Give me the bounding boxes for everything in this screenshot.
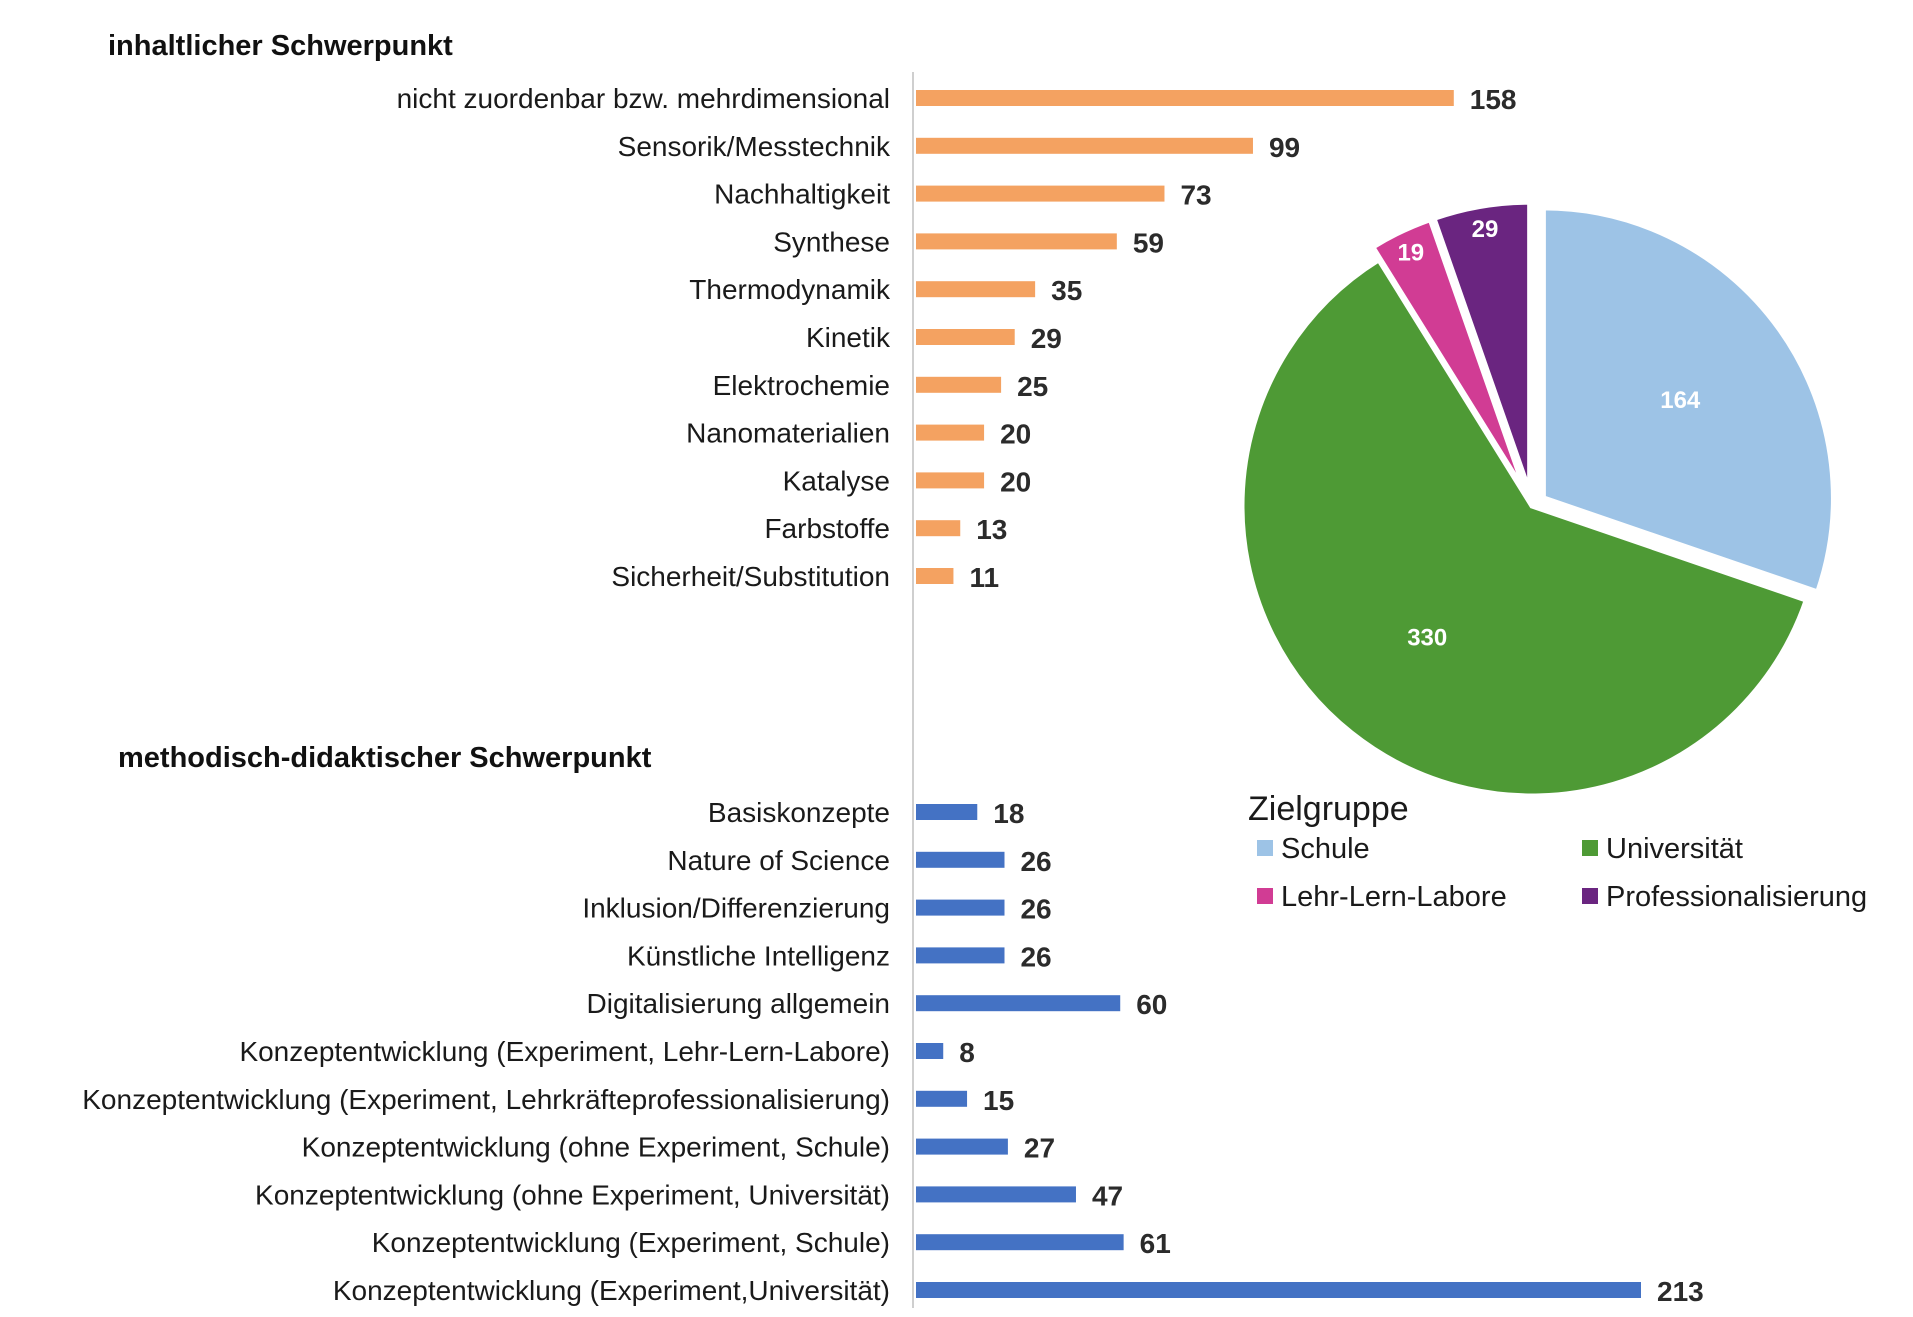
method-focus-category-label: Konzeptentwicklung (Experiment, Lehrkräf… — [82, 1084, 890, 1115]
method-focus-value-label: 47 — [1092, 1180, 1123, 1211]
content-focus-value-label: 11 — [969, 562, 999, 593]
method-focus-bar — [916, 947, 1005, 964]
legend-swatch — [1582, 840, 1598, 856]
method-focus-bar — [916, 1234, 1124, 1251]
target-group-pie: 164 330 19 29 — [1239, 199, 1836, 799]
method-focus-value-label: 15 — [983, 1085, 1014, 1116]
content-focus-value-label: 20 — [1000, 419, 1031, 450]
legend-title: Zielgruppe — [1248, 790, 1409, 828]
content-focus-value-label: 20 — [1000, 466, 1031, 497]
method-focus-category-label: Basiskonzepte — [708, 797, 890, 828]
method-focus-bar — [916, 851, 1005, 868]
content-focus-title: inhaltlicher Schwerpunkt — [108, 30, 453, 62]
method-focus-bars: Basiskonzepte 18 Nature of Science 26 Inklus… — [82, 797, 1703, 1307]
content-focus-value-label: 13 — [976, 514, 1007, 545]
content-focus-value-label: 158 — [1470, 84, 1517, 115]
pie-slice-value-label: 19 — [1397, 240, 1424, 267]
legend-swatch — [1582, 888, 1598, 904]
content-focus-bar — [916, 424, 985, 441]
method-focus-bar — [916, 899, 1005, 916]
method-focus-category-label: Digitalisierung allgemein — [587, 988, 891, 1019]
method-focus-bar — [916, 995, 1121, 1012]
method-focus-bar — [916, 1186, 1076, 1203]
content-focus-category-label: nicht zuordenbar bzw. mehrdimensional — [397, 83, 890, 114]
method-focus-value-label: 26 — [1020, 846, 1051, 877]
method-focus-category-label: Konzeptentwicklung (Experiment, Schule) — [372, 1227, 890, 1258]
pie-legend: Schule Universität Lehr-Lern-Labore Profess… — [1257, 833, 1867, 913]
method-focus-category-label: Inklusion/Differenzierung — [582, 893, 890, 924]
content-focus-bar — [916, 568, 954, 584]
method-focus-title: methodisch-didaktischer Schwerpunkt — [118, 742, 652, 774]
content-focus-bar — [916, 233, 1117, 250]
method-focus-bar — [916, 1043, 944, 1059]
pie-slice — [1430, 199, 1533, 494]
pie-slice-value-label: 330 — [1407, 625, 1447, 652]
content-focus-bar — [916, 90, 1454, 106]
content-focus-value-label: 73 — [1180, 180, 1211, 211]
content-focus-category-label: Nanomaterialien — [686, 418, 890, 449]
content-focus-value-label: 35 — [1051, 275, 1082, 306]
content-focus-category-label: Thermodynamik — [689, 274, 891, 305]
method-focus-bar — [916, 1282, 1641, 1298]
pie-slice — [1369, 216, 1529, 495]
method-focus-value-label: 213 — [1657, 1276, 1704, 1307]
content-focus-category-label: Katalyse — [783, 465, 890, 496]
method-focus-value-label: 18 — [993, 798, 1024, 829]
method-focus-category-label: Nature of Science — [667, 845, 890, 876]
method-focus-bar — [916, 1138, 1008, 1155]
pie-slice — [1540, 205, 1836, 596]
content-focus-category-label: Sensorik/Messtechnik — [618, 131, 891, 162]
content-focus-bar — [916, 281, 1036, 298]
content-focus-value-label: 99 — [1269, 132, 1300, 163]
content-focus-value-label: 59 — [1133, 227, 1164, 258]
content-focus-value-label: 25 — [1017, 371, 1048, 402]
method-focus-value-label: 27 — [1024, 1133, 1055, 1164]
method-focus-category-label: Konzeptentwicklung (ohne Experiment, Sch… — [302, 1132, 890, 1163]
method-focus-category-label: Künstliche Intelligenz — [627, 940, 890, 971]
content-focus-bar — [916, 185, 1165, 202]
legend-label: Universität — [1606, 833, 1743, 865]
content-focus-bar — [916, 520, 961, 537]
legend-swatch — [1257, 840, 1273, 856]
method-focus-value-label: 26 — [1020, 894, 1051, 925]
method-focus-category-label: Konzeptentwicklung (Experiment, Lehr-Ler… — [239, 1036, 890, 1067]
content-focus-bar — [916, 137, 1253, 154]
pie-slice-value-label: 29 — [1472, 216, 1499, 243]
pie-slice — [1239, 256, 1810, 799]
content-focus-category-label: Sicherheit/Substitution — [611, 561, 890, 592]
method-focus-value-label: 26 — [1020, 941, 1051, 972]
method-focus-category-label: Konzeptentwicklung (ohne Experiment, Uni… — [255, 1179, 890, 1210]
content-focus-category-label: Kinetik — [806, 322, 891, 353]
legend-label: Schule — [1281, 833, 1370, 865]
content-focus-category-label: Synthese — [773, 226, 890, 257]
method-focus-bar — [916, 804, 978, 820]
method-focus-value-label: 60 — [1136, 989, 1167, 1020]
content-focus-bars: nicht zuordenbar bzw. mehrdimensional 158… — [397, 83, 1517, 593]
content-focus-value-label: 29 — [1031, 323, 1062, 354]
content-focus-bar — [916, 329, 1015, 345]
legend-label: Professionalisierung — [1606, 881, 1867, 913]
content-focus-category-label: Elektrochemie — [713, 370, 890, 401]
content-focus-category-label: Nachhaltigkeit — [714, 179, 890, 210]
pie-slice-value-label: 164 — [1660, 387, 1701, 414]
method-focus-value-label: 8 — [959, 1037, 975, 1068]
legend-swatch — [1257, 888, 1273, 904]
legend-label: Lehr-Lern-Labore — [1281, 881, 1507, 913]
method-focus-value-label: 61 — [1140, 1228, 1171, 1259]
content-focus-category-label: Farbstoffe — [764, 513, 890, 544]
content-focus-bar — [916, 472, 985, 489]
content-focus-bar — [916, 376, 1002, 393]
method-focus-bar — [916, 1090, 968, 1107]
method-focus-category-label: Konzeptentwicklung (Experiment,Universit… — [333, 1275, 890, 1306]
